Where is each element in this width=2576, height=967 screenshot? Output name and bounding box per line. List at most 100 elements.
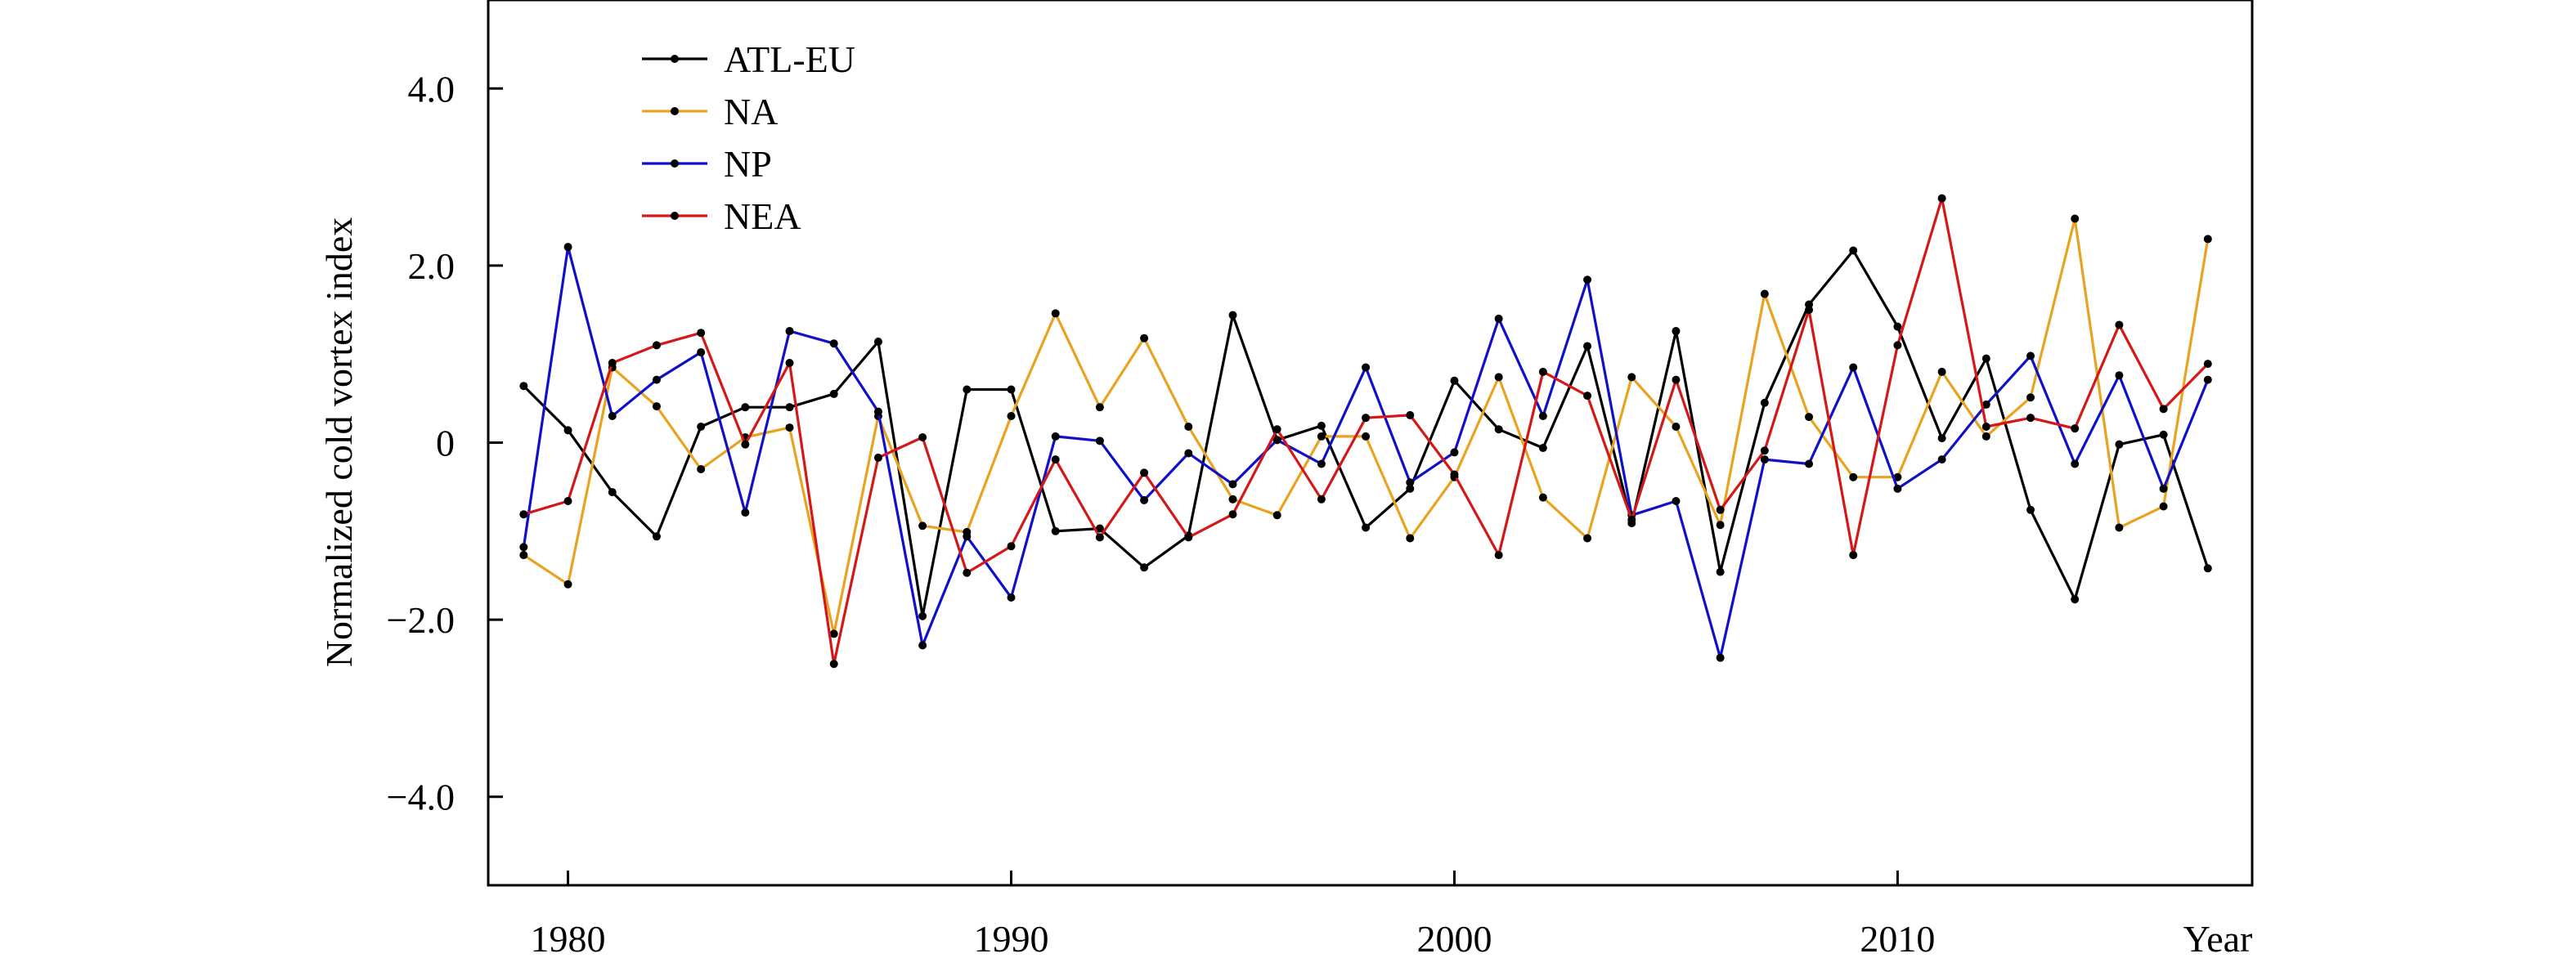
data-point-na <box>697 464 706 473</box>
data-point-nea <box>2115 320 2124 329</box>
data-point-atl-eu <box>1672 327 1681 336</box>
data-point-nea <box>1317 495 1326 504</box>
data-point-nea <box>918 433 927 442</box>
data-point-nea <box>1937 194 1946 203</box>
data-point-na <box>1805 413 1814 422</box>
plot-area-frame <box>487 0 2254 887</box>
data-point-nea <box>1272 425 1281 434</box>
data-point-atl-eu <box>697 423 706 432</box>
data-point-nea <box>1228 510 1237 519</box>
data-point-na <box>1051 309 1060 318</box>
data-point-nea <box>1538 367 1547 376</box>
data-point-np <box>1140 495 1149 504</box>
data-point-nea <box>829 660 838 669</box>
data-point-np <box>1007 593 1016 602</box>
y-tick-label: −4.0 <box>387 777 455 818</box>
data-point-nea <box>1494 551 1503 560</box>
data-point-atl-eu <box>608 488 617 497</box>
data-point-np <box>1450 448 1459 457</box>
data-point-na <box>2159 502 2168 511</box>
data-point-nea <box>1716 505 1725 514</box>
data-point-atl-eu <box>785 403 794 412</box>
x-axis-label: Year <box>2183 918 2253 960</box>
data-point-na <box>1362 432 1371 441</box>
data-point-na <box>2115 523 2124 532</box>
data-point-np <box>1893 484 1902 493</box>
legend-label-np: NP <box>724 143 772 185</box>
x-tick-label: 2000 <box>1416 918 1492 960</box>
data-point-atl-eu <box>1406 484 1415 493</box>
data-point-nea <box>1362 414 1371 423</box>
data-point-atl-eu <box>1937 434 1946 443</box>
data-point-atl-eu <box>918 611 927 620</box>
data-point-np <box>1095 436 1104 445</box>
data-point-nea <box>2071 424 2080 433</box>
data-point-atl-eu <box>652 532 661 541</box>
data-point-atl-eu <box>1450 376 1459 385</box>
x-tick-label: 1990 <box>974 918 1049 960</box>
data-point-np <box>652 375 661 384</box>
series-line-na <box>523 217 2210 636</box>
data-point-nea <box>963 568 972 577</box>
x-tick-label: 2010 <box>1860 918 1935 960</box>
data-point-np <box>2203 375 2212 384</box>
data-point-atl-eu <box>1760 398 1769 407</box>
legend-label-na: NA <box>724 91 778 132</box>
series-line-np <box>522 245 2210 660</box>
data-point-np <box>2115 371 2124 380</box>
data-point-na <box>1672 423 1681 432</box>
data-point-np <box>519 543 528 552</box>
data-point-atl-eu <box>1095 524 1104 533</box>
data-point-nea <box>519 510 528 519</box>
data-point-na <box>1981 432 1990 441</box>
data-point-nea <box>1140 468 1149 477</box>
data-point-nea <box>1805 306 1814 315</box>
data-point-np <box>697 348 706 357</box>
data-point-np <box>1362 363 1371 372</box>
legend-marker-atl-eu <box>671 55 679 63</box>
data-point-na <box>1406 534 1415 543</box>
data-point-atl-eu <box>829 389 838 398</box>
data-point-atl-eu <box>2159 430 2168 439</box>
data-point-na <box>1583 534 1592 543</box>
x-tick-label: 1980 <box>531 918 606 960</box>
data-point-atl-eu <box>2203 564 2212 573</box>
data-point-nea <box>1672 375 1681 384</box>
data-point-nea <box>1849 551 1858 560</box>
data-point-nea <box>1095 533 1104 542</box>
data-point-np <box>563 243 572 252</box>
data-point-np <box>1538 412 1547 421</box>
data-point-atl-eu <box>1007 385 1016 394</box>
data-point-np <box>1184 449 1193 458</box>
data-point-np <box>2071 459 2080 468</box>
data-point-nea <box>1583 392 1592 401</box>
data-point-nea <box>652 341 661 350</box>
data-point-atl-eu <box>741 403 750 412</box>
data-point-nea <box>608 359 617 368</box>
data-point-atl-eu <box>2115 440 2124 449</box>
data-point-atl-eu <box>1494 425 1503 434</box>
data-point-nea <box>563 496 572 505</box>
data-point-np <box>829 339 838 348</box>
data-point-atl-eu <box>1583 342 1592 351</box>
series-layer <box>519 194 2212 669</box>
data-point-na <box>1228 495 1237 504</box>
data-point-na <box>785 423 794 432</box>
y-tick-label: 2.0 <box>408 245 456 287</box>
legend-marker-nea <box>671 212 679 220</box>
data-point-nea <box>1893 341 1902 350</box>
data-point-na <box>652 402 661 411</box>
data-point-nea <box>2203 360 2212 369</box>
data-point-np <box>1494 314 1503 323</box>
data-point-na <box>1538 493 1547 502</box>
data-point-na <box>2203 235 2212 244</box>
data-point-nea <box>1007 542 1016 551</box>
data-point-np <box>963 532 972 541</box>
data-point-nea <box>697 329 706 338</box>
data-point-np <box>1937 455 1946 464</box>
data-point-np <box>873 407 882 416</box>
data-point-np <box>608 412 617 421</box>
data-point-atl-eu <box>1317 421 1326 430</box>
data-point-nea <box>785 359 794 368</box>
data-point-na <box>1849 472 1858 481</box>
